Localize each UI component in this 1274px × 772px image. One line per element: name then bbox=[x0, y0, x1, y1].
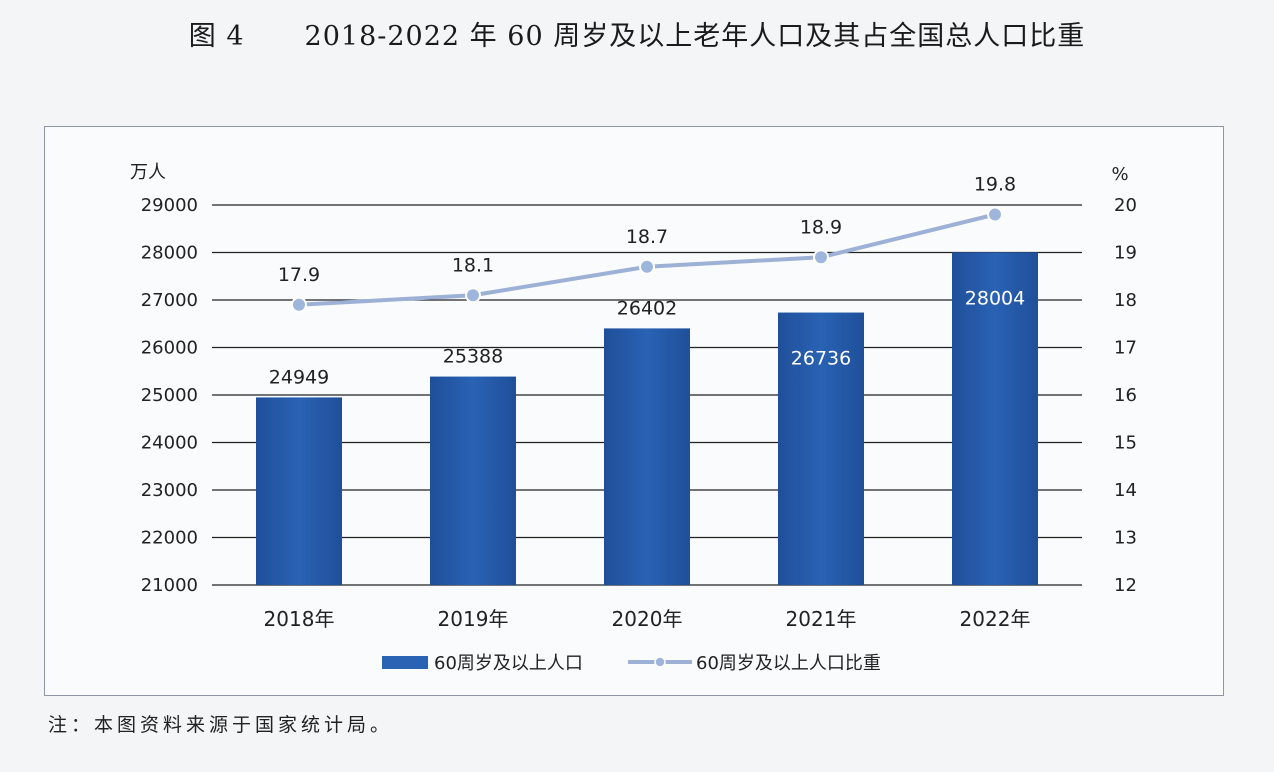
bar-3 bbox=[604, 328, 690, 585]
bar-2 bbox=[430, 376, 516, 585]
legend-bar-label: 60周岁及以上人口 bbox=[434, 653, 583, 674]
x-tick-label: 2021年 bbox=[786, 607, 857, 631]
x-tick-label: 2022年 bbox=[960, 607, 1031, 631]
bar-value-label: 28004 bbox=[965, 287, 1025, 309]
y-left-tick-label: 21000 bbox=[141, 575, 198, 596]
y-left-tick-label: 25000 bbox=[141, 385, 198, 406]
legend-bar-swatch bbox=[382, 656, 428, 669]
bar-5 bbox=[952, 252, 1038, 585]
y-right-tick-label: 16 bbox=[1114, 385, 1137, 406]
y-left-tick-label: 27000 bbox=[141, 290, 198, 311]
line-point-1 bbox=[291, 296, 307, 313]
y-left-tick-label: 26000 bbox=[141, 338, 198, 359]
y-left-tick-label: 24000 bbox=[141, 433, 198, 454]
line-value-label: 17.9 bbox=[278, 264, 320, 286]
y-right-tick-label: 17 bbox=[1114, 338, 1137, 359]
y-right-tick-label: 14 bbox=[1114, 480, 1137, 501]
y-left-tick-label: 28000 bbox=[141, 243, 198, 264]
y-right-tick-label: 20 bbox=[1114, 195, 1137, 216]
y-right-tick-label: 18 bbox=[1114, 290, 1137, 311]
y-right-tick-label: 15 bbox=[1114, 433, 1137, 454]
y-right-tick-label: 19 bbox=[1114, 243, 1137, 264]
figure-title-text: 2018-2022 年 60 周岁及以上老年人口及其占全国总人口比重 bbox=[304, 21, 1086, 52]
bar-4 bbox=[778, 312, 864, 585]
bar-value-label: 24949 bbox=[269, 366, 329, 388]
bar-value-label: 26402 bbox=[617, 297, 677, 319]
line-value-label: 18.9 bbox=[800, 216, 842, 238]
y-left-tick-label: 23000 bbox=[141, 480, 198, 501]
line-value-label: 19.8 bbox=[974, 174, 1016, 196]
bar-value-label: 26736 bbox=[791, 348, 851, 370]
line-point-4 bbox=[813, 249, 829, 266]
bar-value-label: 25388 bbox=[443, 346, 503, 368]
figure-title: 图 4 2018-2022 年 60 周岁及以上老年人口及其占全国总人口比重 bbox=[0, 14, 1274, 53]
bar-1 bbox=[256, 397, 342, 585]
figure-number: 图 4 bbox=[188, 21, 245, 52]
line-value-label: 18.7 bbox=[626, 226, 668, 248]
x-tick-label: 2020年 bbox=[612, 607, 683, 631]
x-tick-label: 2019年 bbox=[438, 607, 509, 631]
y-right-unit: % bbox=[1111, 164, 1128, 185]
legend-line-label: 60周岁及以上人口比重 bbox=[696, 653, 881, 674]
line-point-3 bbox=[639, 258, 655, 275]
y-right-tick-label: 13 bbox=[1114, 528, 1137, 549]
line-point-2 bbox=[465, 287, 481, 304]
y-left-tick-label: 29000 bbox=[141, 195, 198, 216]
y-left-unit: 万人 bbox=[130, 162, 166, 183]
line-point-5 bbox=[987, 206, 1003, 223]
legend-line-marker bbox=[654, 656, 666, 668]
y-right-tick-label: 12 bbox=[1114, 575, 1137, 596]
x-tick-label: 2018年 bbox=[264, 607, 335, 631]
line-value-label: 18.1 bbox=[452, 254, 494, 276]
source-note: 注：本图资料来源于国家统计局。 bbox=[48, 714, 394, 736]
y-left-tick-label: 22000 bbox=[141, 528, 198, 549]
